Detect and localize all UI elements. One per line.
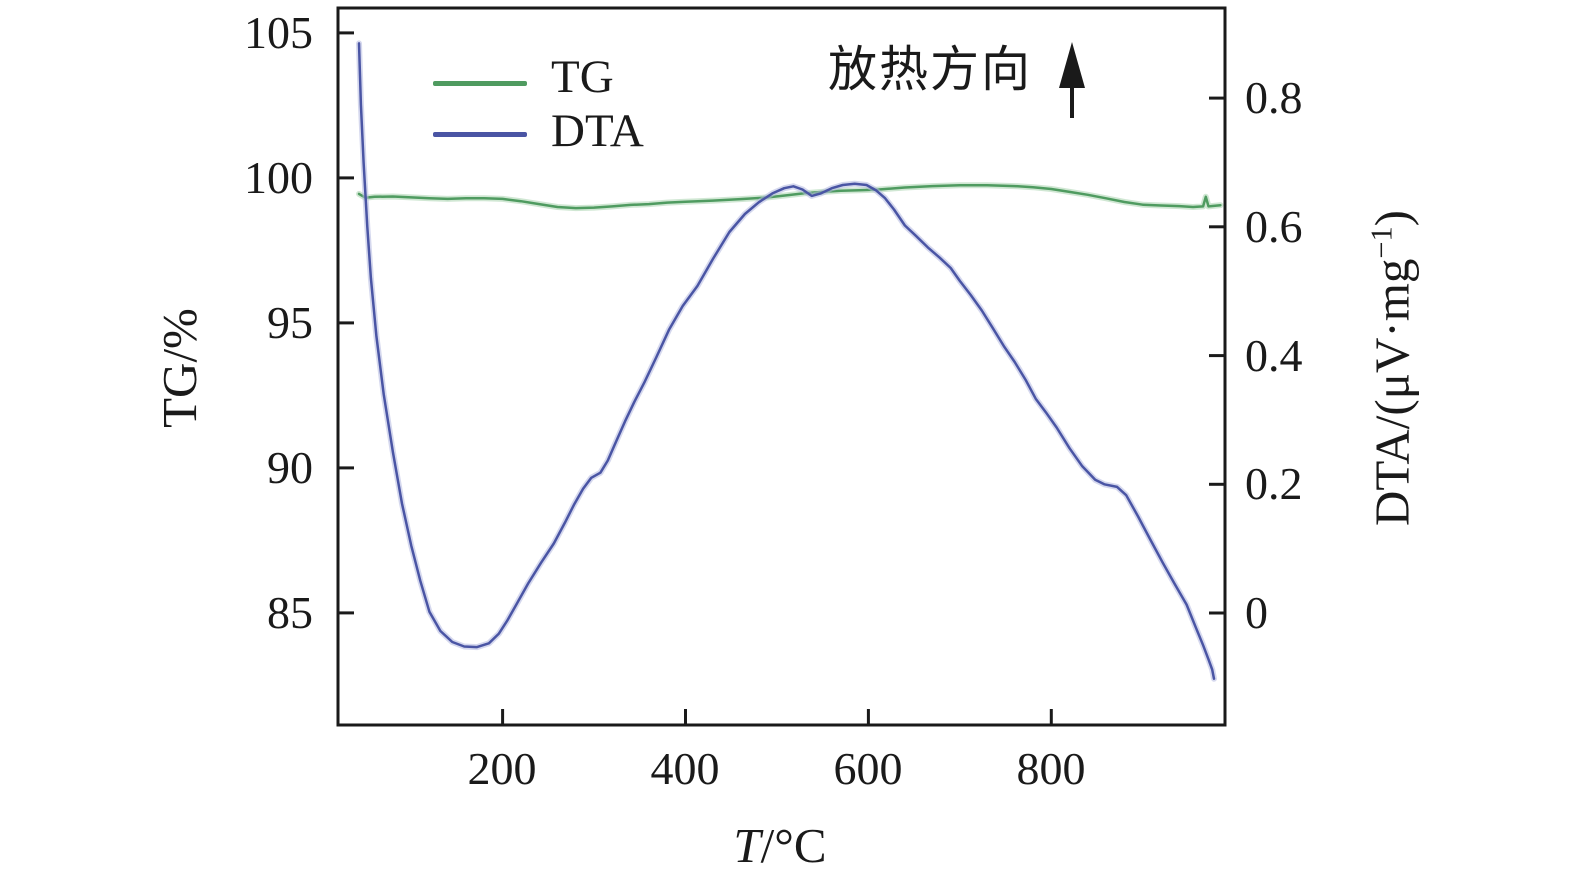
bottom-axis-ticks	[501, 709, 1053, 724]
x-axis-title-unit: /°C	[760, 818, 827, 873]
tg-tick-105: 105	[244, 7, 313, 58]
tg-legend-swatch	[433, 81, 527, 86]
tg-tick-100: 100	[244, 152, 313, 203]
dta-curve-line	[357, 42, 1216, 680]
right-axis-title-suffix: )	[1364, 210, 1420, 227]
dta-curve-halo	[356, 40, 1217, 682]
dta-legend-swatch	[433, 132, 527, 137]
left-axis-title: TG/%	[152, 308, 207, 428]
tg-legend-label: TG	[551, 51, 614, 103]
dta-legend-label: DTA	[551, 105, 644, 157]
exothermic-direction-label: 放热方向	[828, 42, 1033, 97]
right-axis-title: DTA/(μV·mg−1)	[1353, 210, 1420, 526]
right-axis-ticks	[1209, 96, 1224, 615]
t-tick-400: 400	[650, 743, 720, 794]
t-tick-600: 600	[833, 743, 903, 794]
t-tick-800: 800	[1016, 743, 1086, 794]
tg-tick-85: 85	[267, 587, 313, 638]
dta-tick-0-8: 0.8	[1245, 72, 1303, 123]
t-tick-200: 200	[467, 743, 537, 794]
dta-tick-0: 0	[1245, 587, 1268, 638]
data-curves	[356, 40, 1224, 682]
right-axis-title-sup: −1	[1364, 226, 1399, 259]
dta-tick-0-6: 0.6	[1245, 201, 1303, 252]
tg-curve-line	[357, 183, 1222, 210]
tg-tick-90: 90	[267, 442, 313, 493]
left-axis-ticks	[339, 31, 354, 615]
dta-tick-0-4: 0.4	[1245, 330, 1303, 381]
dta-tick-0-2: 0.2	[1245, 458, 1303, 509]
tg-tick-95: 95	[267, 297, 313, 348]
exothermic-up-arrow-icon	[1059, 42, 1085, 118]
plot-border	[336, 6, 1227, 727]
x-axis-title-variable: T	[733, 818, 761, 873]
right-axis-title-prefix: DTA/(μV·mg	[1364, 258, 1420, 526]
x-axis-title: T/°C	[733, 818, 826, 874]
